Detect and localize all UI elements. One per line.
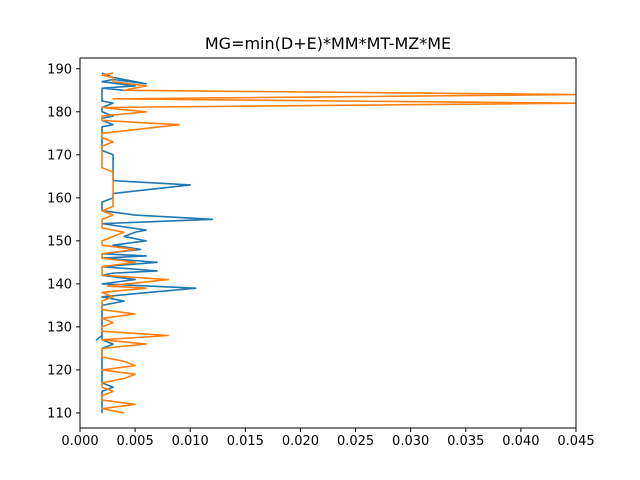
y-tick-label: 150 bbox=[47, 234, 72, 249]
x-tick-label: 0.035 bbox=[447, 434, 484, 449]
series-layer bbox=[95, 72, 576, 414]
x-tick-label: 0.000 bbox=[61, 434, 98, 449]
y-tick-label: 140 bbox=[47, 277, 72, 292]
y-tick-label: 110 bbox=[47, 406, 72, 421]
y-axis: 110 120 130 140 150 160 170 180 190 bbox=[47, 62, 80, 421]
chart-title: MG=min(D+E)*MM*MT-MZ*ME bbox=[205, 34, 451, 53]
x-tick-label: 0.030 bbox=[392, 434, 429, 449]
x-axis: 0.000 0.005 0.010 0.015 0.020 0.025 0.030 0.035… bbox=[61, 428, 595, 449]
y-tick-label: 130 bbox=[47, 320, 72, 335]
x-tick-label: 0.005 bbox=[117, 434, 154, 449]
y-tick-label: 120 bbox=[47, 363, 72, 378]
x-tick-label: 0.040 bbox=[502, 434, 539, 449]
y-tick-label: 170 bbox=[47, 148, 72, 163]
y-tick-label: 190 bbox=[47, 62, 72, 77]
y-tick-label: 160 bbox=[47, 191, 72, 206]
plot-frame bbox=[79, 57, 577, 429]
y-tick-label: 180 bbox=[47, 105, 72, 120]
x-tick-label: 0.020 bbox=[282, 434, 319, 449]
x-tick-label: 0.025 bbox=[337, 434, 374, 449]
x-tick-label: 0.045 bbox=[557, 434, 594, 449]
series-line-2 bbox=[101, 72, 576, 414]
x-tick-label: 0.010 bbox=[172, 434, 209, 449]
x-tick-label: 0.015 bbox=[227, 434, 264, 449]
